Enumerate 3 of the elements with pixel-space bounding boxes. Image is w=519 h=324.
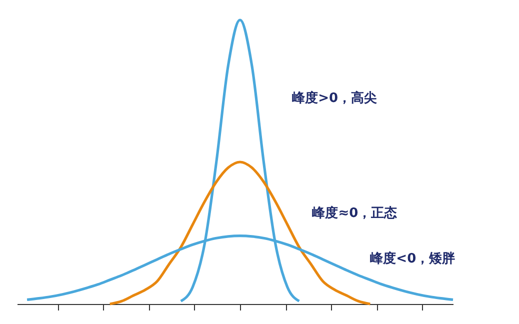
series-label: 峰度≈0，正态 bbox=[312, 205, 398, 222]
text: 峰度>0，高尖 bbox=[292, 90, 378, 106]
series-label: 峰度<0，矮胖 bbox=[370, 250, 456, 267]
